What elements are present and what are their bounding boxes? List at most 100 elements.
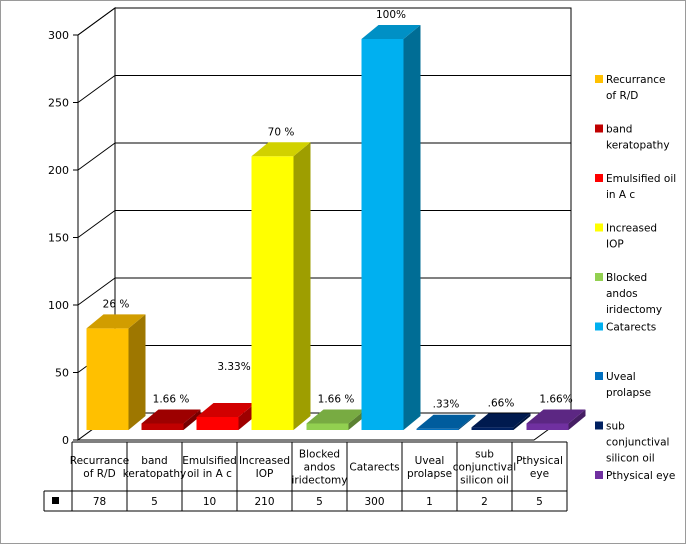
legend-label: silicon oil — [606, 453, 655, 465]
legend-swatch — [595, 273, 603, 281]
bar-top — [141, 409, 201, 424]
table-value: 2 — [481, 496, 488, 508]
data-label: 3.33% — [217, 361, 250, 373]
bar-front — [196, 416, 239, 430]
bar-top — [86, 314, 146, 329]
bar-top — [306, 409, 366, 424]
bar-side — [128, 314, 146, 430]
bar-top — [196, 402, 256, 417]
data-label: 1.66 % — [318, 393, 355, 405]
bar-side — [513, 413, 531, 430]
legend-swatch — [595, 223, 603, 232]
legend-label: Increased — [606, 223, 657, 235]
bar-5: 1.66 % — [306, 393, 366, 430]
table-value: 78 — [93, 496, 106, 508]
category-label: of R/D — [83, 468, 115, 480]
bar-front — [141, 423, 184, 430]
category-label: iridectomy — [291, 475, 347, 487]
y-tick-label: 150 — [48, 232, 69, 245]
legend-label: Recurrance — [606, 74, 665, 86]
bar-front — [86, 328, 129, 430]
bar-front — [471, 427, 514, 430]
bar-7: .33% — [416, 399, 476, 430]
category-label: band — [141, 455, 167, 467]
bar-2: 1.66 % — [141, 393, 201, 430]
category-label: eye — [530, 468, 549, 480]
legend-label: iridectomy — [606, 304, 662, 316]
category-label: Catarects — [349, 462, 399, 474]
legend-swatch — [595, 75, 603, 83]
legend-label: Uveal — [606, 371, 636, 383]
data-label: 26 % — [103, 298, 130, 310]
legend-label: prolapse — [606, 387, 651, 399]
bar-side — [183, 409, 201, 430]
table-value: 10 — [203, 496, 216, 508]
y-tick-label: 100 — [48, 299, 69, 312]
legend-label: Catarects — [606, 322, 656, 334]
gridline-side — [77, 75, 116, 103]
category-label: Uveal — [415, 455, 445, 467]
category-label: andos — [304, 462, 336, 474]
category-label: keratopathy — [123, 468, 187, 480]
bar-top — [361, 25, 421, 39]
bar-front — [306, 423, 349, 430]
category-label: Pthysical — [516, 455, 563, 467]
table-value: 5 — [151, 496, 158, 508]
series-key-icon — [52, 497, 59, 504]
legend: Recurrance of R/D band keratopathy Emulsifie… — [595, 74, 676, 482]
legend-item-9: Pthysical eye — [595, 470, 675, 482]
bar-top — [526, 409, 586, 424]
bar-front — [361, 39, 404, 430]
y-tick-label: 0 — [62, 434, 69, 447]
legend-swatch — [595, 372, 603, 380]
legend-label: sub — [606, 421, 625, 433]
legend-swatch — [595, 322, 603, 331]
legend-label: conjunctival — [606, 437, 669, 449]
legend-label: Emulsified oil — [606, 173, 676, 185]
legend-item-4: Increased IOP — [595, 223, 657, 251]
gridline-side — [77, 142, 116, 171]
bars: 26 % 1.66 % 3.33% 70 % 1.66 % 100% .33% .66% 1.6… — [86, 9, 586, 431]
legend-swatch — [595, 471, 603, 479]
data-label: 1.66 % — [153, 393, 190, 405]
legend-label: band — [606, 124, 632, 136]
y-tick-label: 300 — [48, 29, 69, 42]
legend-swatch — [595, 421, 603, 430]
bar-top — [251, 142, 311, 157]
y-tick-label: 250 — [48, 97, 69, 110]
bar-front — [526, 423, 569, 430]
data-label: 1.66% — [539, 393, 572, 405]
table-value: 5 — [536, 496, 543, 508]
bar-3: 3.33% — [196, 361, 256, 430]
bar-1: 26 % — [86, 298, 146, 430]
bar-top — [416, 414, 476, 429]
category-label: Emulsified — [182, 455, 237, 467]
gridline-side — [77, 277, 116, 306]
table-value: 300 — [364, 496, 384, 508]
legend-item-6: Catarects — [595, 322, 656, 334]
table-value: 1 — [426, 496, 433, 508]
category-label: conjunctival — [453, 462, 516, 474]
data-label: .33% — [433, 399, 460, 411]
legend-swatch — [595, 124, 603, 133]
category-label: IOP — [256, 468, 274, 480]
gridlines — [77, 7, 571, 373]
category-label: silicon oil — [460, 475, 509, 487]
legend-label: Pthysical eye — [606, 470, 675, 482]
bar-side — [403, 25, 421, 430]
bar-front — [416, 428, 459, 430]
legend-item-7: Uveal prolapse — [595, 371, 651, 399]
bar-9: 1.66% — [526, 393, 586, 430]
legend-swatch — [595, 174, 603, 182]
legend-item-8: sub conjunctival silicon oil — [595, 421, 669, 465]
bar-4: 70 % — [251, 126, 311, 431]
legend-label: of R/D — [606, 90, 638, 102]
legend-label: Blocked — [606, 272, 647, 284]
legend-item-5: Blocked andos iridectomy — [595, 272, 662, 316]
legend-label: keratopathy — [606, 140, 670, 152]
bar-front — [251, 156, 294, 431]
y-tick-label: 200 — [48, 164, 69, 177]
